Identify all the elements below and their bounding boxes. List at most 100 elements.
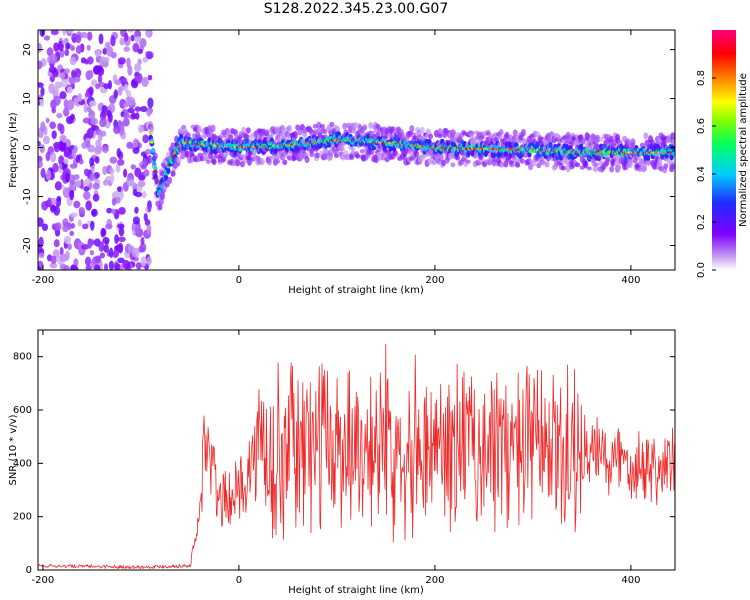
spectrogram-y-axis: -20 -10 0 10 20 bbox=[22, 43, 675, 254]
heatmap-cell bbox=[114, 234, 119, 244]
heatmap-cell bbox=[75, 154, 80, 164]
heatmap-cell bbox=[443, 127, 449, 134]
heatmap-cell bbox=[89, 157, 95, 166]
heatmap-cell bbox=[126, 90, 132, 99]
heatmap-cell bbox=[569, 140, 575, 147]
heatmap-cell bbox=[77, 219, 82, 227]
heatmap-cell bbox=[124, 83, 129, 94]
heatmap-cell bbox=[144, 148, 152, 155]
heatmap-cell bbox=[56, 112, 63, 119]
heatmap-cell bbox=[79, 178, 84, 190]
heatmap-cell bbox=[545, 154, 551, 162]
heatmap-cell bbox=[100, 130, 107, 137]
heatmap-cell bbox=[520, 128, 526, 137]
heatmap-cell bbox=[116, 148, 122, 158]
heatmap-cell bbox=[115, 79, 122, 86]
heatmap-cell bbox=[519, 158, 525, 164]
heatmap-cell bbox=[49, 53, 58, 65]
heatmap-cell bbox=[95, 139, 102, 149]
y-tick-label: 0 bbox=[22, 144, 33, 150]
heatmap-cell bbox=[137, 180, 146, 188]
heatmap-cell bbox=[41, 223, 49, 231]
heatmap-cell bbox=[117, 236, 126, 243]
heatmap-cell bbox=[544, 161, 550, 168]
heatmap-cell bbox=[244, 138, 250, 145]
heatmap-cell bbox=[383, 134, 389, 140]
heatmap-cell bbox=[148, 131, 153, 135]
heatmap-cell bbox=[53, 95, 61, 106]
heatmap-cell bbox=[82, 117, 91, 124]
heatmap-cell bbox=[93, 264, 101, 270]
heatmap-cell bbox=[113, 89, 119, 99]
heatmap-cell bbox=[74, 174, 80, 180]
heatmap-cell bbox=[404, 135, 410, 143]
heatmap-cell bbox=[139, 106, 148, 113]
heatmap-cell bbox=[113, 248, 120, 258]
heatmap-cell bbox=[102, 165, 108, 176]
heatmap-cell bbox=[122, 260, 131, 270]
heatmap-cell bbox=[132, 216, 140, 225]
spectrogram-panel: -200 0 200 400 -20 -10 0 10 20 Height of straig… bbox=[8, 29, 676, 296]
heatmap-cell bbox=[80, 57, 87, 64]
heatmap-cell bbox=[38, 266, 42, 270]
heatmap-cell bbox=[111, 197, 117, 206]
heatmap-cell bbox=[51, 107, 56, 114]
heatmap-cell bbox=[210, 124, 216, 133]
heatmap-cell bbox=[70, 264, 78, 270]
heatmap-cell bbox=[392, 149, 398, 157]
heatmap-cell bbox=[105, 223, 113, 230]
heatmap-cell bbox=[109, 167, 115, 174]
heatmap-cell bbox=[123, 46, 130, 52]
heatmap-cell bbox=[503, 150, 509, 158]
y-tick-label: 0 bbox=[26, 565, 32, 576]
heatmap-cell bbox=[51, 130, 57, 140]
heatmap-cell bbox=[69, 180, 75, 186]
heatmap-cell bbox=[62, 30, 67, 36]
heatmap-cell bbox=[170, 170, 176, 177]
heatmap-cell bbox=[40, 86, 45, 97]
heatmap-cell bbox=[70, 212, 78, 218]
heatmap-cell bbox=[59, 91, 67, 100]
heatmap-cell bbox=[123, 112, 130, 119]
heatmap-cell bbox=[286, 125, 292, 132]
heatmap-cell bbox=[159, 192, 165, 201]
heatmap-cell bbox=[334, 153, 340, 159]
heatmap-cell bbox=[214, 153, 220, 159]
heatmap-cell bbox=[94, 156, 100, 164]
heatmap-cell bbox=[59, 246, 64, 256]
heatmap-cell bbox=[339, 146, 345, 152]
heatmap-cell bbox=[43, 35, 51, 41]
heatmap-cell bbox=[127, 107, 135, 114]
heatmap-cell bbox=[143, 213, 148, 222]
heatmap-cell bbox=[61, 225, 69, 233]
heatmap-cell bbox=[592, 165, 598, 172]
heatmap-cell bbox=[167, 177, 173, 185]
heatmap-cell bbox=[147, 97, 154, 109]
heatmap-cell bbox=[152, 161, 157, 166]
heatmap-cell bbox=[362, 124, 368, 131]
heatmap-cell bbox=[141, 191, 147, 199]
heatmap-cell bbox=[45, 151, 51, 162]
y-tick-label: 200 bbox=[13, 512, 32, 523]
heatmap-cell bbox=[67, 99, 75, 111]
heatmap-cell bbox=[75, 179, 82, 188]
heatmap-cell bbox=[61, 39, 68, 46]
x-tick-label: 0 bbox=[236, 575, 242, 586]
heatmap-cell bbox=[88, 69, 94, 79]
heatmap-cell bbox=[50, 30, 59, 36]
heatmap-cell bbox=[135, 262, 142, 270]
heatmap-cell bbox=[122, 117, 130, 127]
y-tick-label: -10 bbox=[22, 188, 33, 204]
heatmap-cell bbox=[127, 30, 134, 33]
heatmap-cell bbox=[83, 191, 91, 200]
heatmap-cell bbox=[38, 159, 43, 169]
spectrogram-y-label: Frequency (Hz) bbox=[8, 112, 19, 188]
heatmap-cell bbox=[38, 60, 43, 70]
colorbar-scale bbox=[712, 30, 736, 270]
heatmap-cell bbox=[235, 159, 241, 167]
heatmap-cell bbox=[603, 139, 609, 146]
heatmap-cell bbox=[275, 159, 281, 164]
heatmap-cell bbox=[244, 134, 250, 140]
heatmap-cell bbox=[99, 110, 107, 121]
heatmap-cell bbox=[146, 51, 154, 60]
